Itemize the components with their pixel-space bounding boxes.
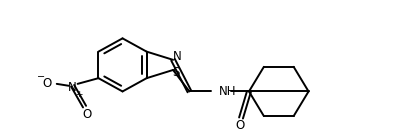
Text: O: O bbox=[82, 108, 91, 121]
Text: S: S bbox=[172, 66, 180, 79]
Text: N: N bbox=[173, 51, 181, 64]
Text: O: O bbox=[42, 77, 51, 90]
Text: O: O bbox=[235, 119, 245, 132]
Text: +: + bbox=[75, 90, 82, 99]
Text: N: N bbox=[68, 81, 77, 94]
Text: NH: NH bbox=[219, 85, 237, 98]
Text: −: − bbox=[37, 72, 45, 82]
